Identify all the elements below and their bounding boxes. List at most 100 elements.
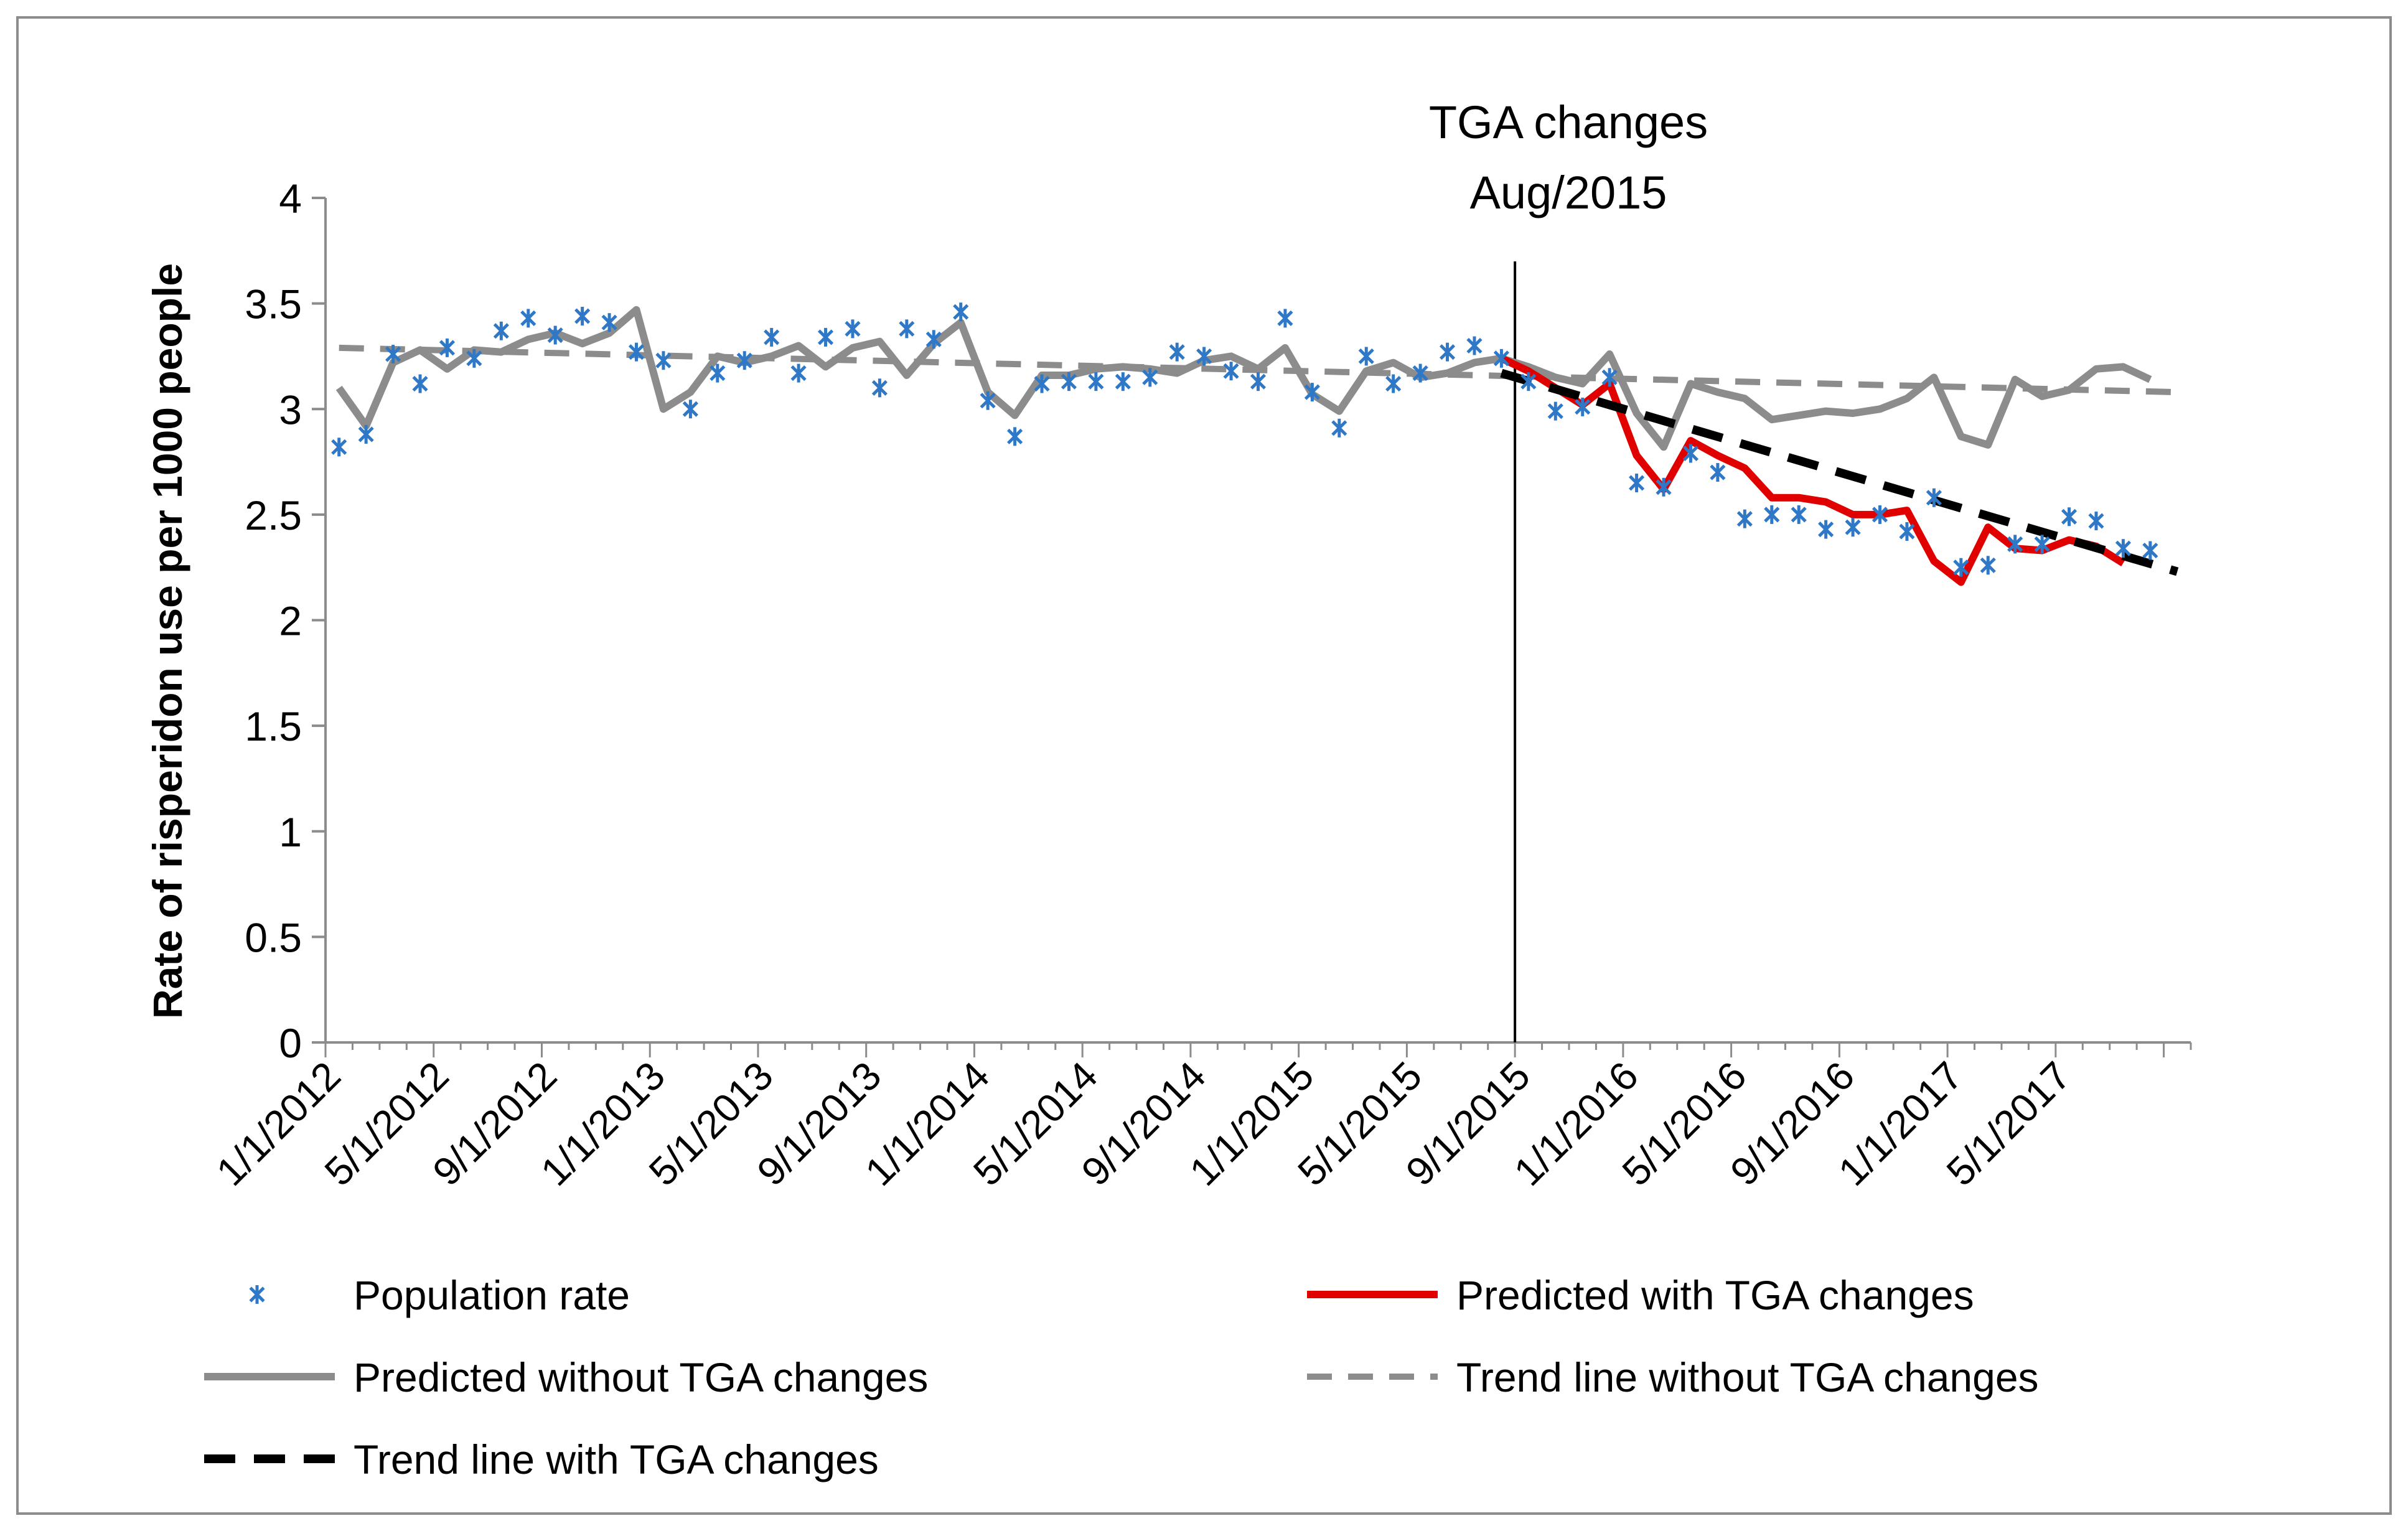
data-point (628, 342, 645, 362)
data-point (790, 363, 807, 383)
y-axis: 0 0.5 1 1.5 2 2.5 3 3.5 4 (245, 176, 327, 1066)
data-point (1466, 336, 1483, 355)
legend-label: Predicted with TGA changes (1456, 1272, 1974, 1318)
data-point (493, 321, 509, 340)
data-point (1818, 520, 1834, 539)
data-point (385, 345, 401, 364)
data-point (1196, 347, 1212, 366)
series-layer (331, 302, 2179, 586)
intervention-marker: TGA changes Aug/2015 (1429, 96, 1708, 1042)
data-point (1656, 477, 1672, 497)
legend-label: Trend line without TGA changes (1456, 1354, 2039, 1400)
y-tick-label: 3 (279, 386, 302, 433)
data-point (655, 351, 672, 370)
legend-label: Predicted without TGA changes (354, 1354, 928, 1400)
legend-label: Population rate (354, 1272, 630, 1318)
y-tick-label: 0.5 (245, 914, 302, 960)
data-point (466, 349, 482, 368)
data-point (1926, 488, 1942, 507)
data-point (1872, 505, 1888, 524)
legend-item-predicted-without-tga-changes: Predicted without TGA changes (204, 1354, 928, 1400)
y-tick-label: 0 (279, 1020, 302, 1066)
data-point (2115, 539, 2131, 558)
data-point (601, 313, 617, 332)
legend-item-population-rate: Population rate (249, 1272, 630, 1318)
data-point (764, 327, 780, 347)
data-point (1899, 522, 1915, 541)
data-point (1493, 349, 1509, 368)
series-trend-line-with-tga-changes (1500, 368, 2179, 576)
data-point (2142, 541, 2158, 560)
data-point (736, 351, 752, 370)
data-point (2088, 512, 2104, 531)
data-point (1223, 362, 1239, 381)
data-point (1277, 309, 1293, 328)
data-point (1980, 556, 1996, 575)
series-predicted-without-tga-changes (335, 306, 2152, 451)
legend-item-predicted-with-tga-changes: Predicted with TGA changes (1307, 1272, 1974, 1318)
data-point (520, 309, 536, 328)
legend: Population rate Predicted with TGA change… (204, 1272, 2039, 1482)
chart-frame (16, 16, 2392, 1515)
data-point (1385, 374, 1402, 393)
series-population-rate (331, 302, 2158, 577)
data-point (710, 363, 726, 383)
data-point (1764, 505, 1780, 524)
data-point (1710, 463, 1726, 482)
data-point (2007, 535, 2023, 554)
data-point (1088, 372, 1104, 391)
data-point (1575, 397, 1591, 416)
x-axis: 1/1/20125/1/20129/1/20121/1/20135/1/2013… (208, 1041, 2192, 1194)
data-point (1061, 372, 1077, 391)
intervention-label-line1: TGA changes (1429, 96, 1708, 148)
data-point (925, 330, 942, 349)
legend-item-trend-line-without-tga-changes: Trend line without TGA changes (1307, 1354, 2039, 1400)
intervention-label-line2: Aug/2015 (1470, 167, 1667, 218)
data-point (1412, 363, 1428, 383)
data-point (1629, 473, 1645, 492)
y-axis-label: Rate of risperidon use per 1000 people (144, 263, 190, 1019)
data-point (1520, 372, 1537, 391)
series-trend-line-without-tga-changes (339, 344, 2178, 396)
data-point (331, 438, 347, 457)
data-point (817, 327, 834, 347)
data-point (1791, 505, 1807, 524)
data-point (1953, 558, 1969, 577)
legend-label: Trend line with TGA changes (354, 1436, 879, 1482)
data-point (1304, 383, 1320, 402)
data-point (1034, 374, 1050, 393)
data-point (1331, 418, 1347, 438)
data-point (1169, 342, 1185, 362)
legend-swatch (249, 1285, 265, 1304)
data-point (1142, 368, 1158, 387)
data-point (953, 302, 969, 322)
data-point (871, 378, 888, 398)
data-point (1007, 427, 1023, 446)
y-tick-label: 2.5 (245, 492, 302, 538)
data-point (439, 338, 456, 357)
legend-item-trend-line-with-tga-changes: Trend line with TGA changes (204, 1436, 879, 1482)
data-point (2061, 507, 2078, 527)
data-point (1845, 518, 1861, 537)
data-point (1736, 509, 1753, 528)
data-point (1115, 372, 1131, 391)
data-point (574, 306, 591, 325)
y-tick-label: 1 (279, 809, 302, 855)
y-tick-label: 2 (279, 598, 302, 644)
data-point (1547, 401, 1563, 421)
data-point (1250, 372, 1267, 391)
data-point (2034, 535, 2050, 554)
data-point (980, 391, 996, 410)
data-point (1601, 368, 1618, 387)
y-tick-label: 1.5 (245, 703, 302, 749)
y-tick-label: 4 (279, 176, 302, 222)
data-point (547, 325, 563, 345)
data-point (1358, 347, 1374, 366)
data-point (1682, 444, 1699, 463)
data-point (682, 400, 698, 419)
data-point (845, 319, 861, 339)
data-point (1439, 342, 1456, 362)
data-point (899, 319, 915, 339)
y-tick-label: 3.5 (245, 281, 302, 327)
